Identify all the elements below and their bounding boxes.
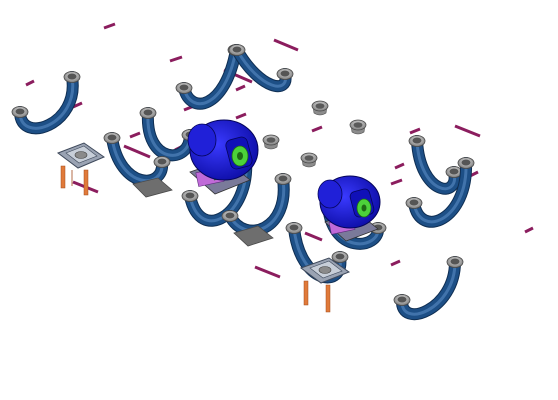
marker-9 (235, 84, 246, 92)
marker-group (25, 22, 534, 279)
marker-6 (123, 144, 151, 159)
marker-23 (304, 231, 323, 242)
support-bracket-right[interactable] (299, 257, 351, 313)
marker-17 (394, 162, 405, 170)
marker-20 (390, 259, 401, 267)
marker-11 (311, 125, 323, 133)
marker-5 (129, 131, 141, 139)
marker-3 (273, 38, 299, 52)
base-plate-center[interactable] (233, 225, 274, 247)
u-bend-pipe-3[interactable] (228, 44, 294, 93)
loose-flange-1[interactable] (311, 100, 329, 116)
u-bend-pipe-7[interactable] (221, 173, 292, 237)
u-bend-pipe-4[interactable] (139, 107, 199, 162)
u-bend-pipe-5[interactable] (103, 132, 171, 187)
marker-19 (254, 265, 281, 279)
marker-2 (169, 55, 183, 63)
loose-flange-4[interactable] (300, 152, 318, 168)
u-bend-pipe-12[interactable] (393, 256, 464, 321)
u-bend-pipe-11[interactable] (405, 157, 475, 228)
marker-10 (235, 112, 247, 120)
marker-8 (72, 101, 83, 109)
marker-4 (25, 79, 35, 87)
loose-flange-3[interactable] (262, 134, 280, 150)
marker-12 (409, 127, 421, 135)
base-plate-left[interactable] (132, 177, 173, 198)
marker-16 (390, 178, 403, 186)
marker-18 (524, 226, 534, 234)
u-bend-pipe-10[interactable] (408, 135, 463, 195)
marker-1 (103, 22, 116, 30)
flange-group (262, 100, 367, 168)
marker-13 (454, 124, 481, 138)
pump-assembly-left[interactable] (187, 119, 259, 195)
support-bracket-left[interactable] (56, 142, 106, 196)
u-bend-pipe-1[interactable] (11, 71, 81, 135)
loose-flange-2[interactable] (349, 119, 367, 135)
pump-assembly-right[interactable] (317, 175, 381, 242)
